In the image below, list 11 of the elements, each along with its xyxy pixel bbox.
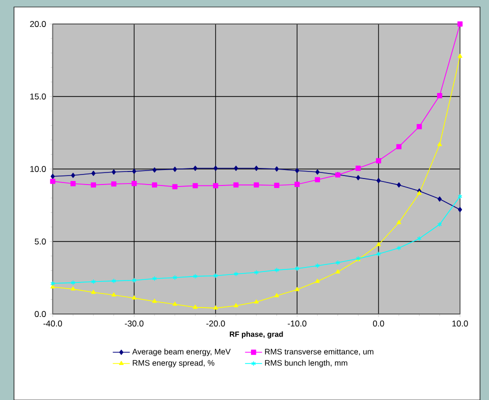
y-tick-label: 0.0 [34, 310, 46, 317]
x-tick-label: 0.0 [372, 320, 384, 326]
x-tick-label: -40.0 [43, 320, 62, 326]
y-tick-label: 20.0 [30, 20, 46, 27]
x-tick-label: 10.0 [452, 320, 468, 326]
x-tick-label: -10.0 [288, 320, 306, 326]
x-tick-label: -30.0 [124, 320, 144, 326]
y-tick-label: 10.0 [30, 166, 46, 172]
y-tick-label: 15.0 [30, 93, 46, 100]
x-tick-label: -20.0 [206, 320, 225, 326]
y-tick-label: 5.0 [34, 238, 46, 244]
